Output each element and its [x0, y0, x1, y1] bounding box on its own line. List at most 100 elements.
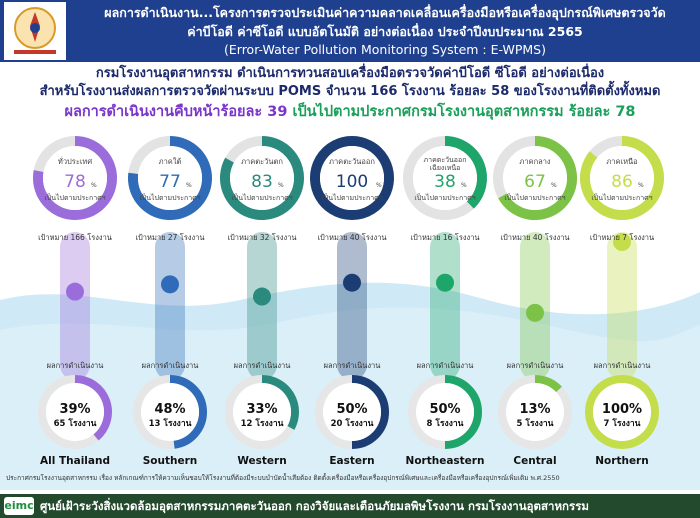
- intro-line-2: สำหรับโรงงานส่งผลการตรวจวัดผ่านระบบ POMS…: [39, 84, 661, 99]
- target-label: เป้าหมาย 40 โรงงาน: [500, 233, 569, 242]
- eimc-logo: eimc: [4, 497, 34, 515]
- region-top-label: เฉียงเหนือ: [430, 164, 461, 172]
- region-top-label: ภาคเหนือ: [606, 157, 637, 166]
- progress-value: 13%: [519, 402, 550, 417]
- progress-arc: [169, 375, 207, 449]
- progress-center: [46, 383, 104, 441]
- factories-count: 65 โรงงาน: [54, 418, 97, 429]
- progress-value: 50%: [429, 402, 460, 417]
- result-label: ผลการดำเนินงาน: [234, 361, 291, 370]
- pillar-dot: [526, 303, 544, 322]
- target-label: เป้าหมาย 27 โรงงาน: [135, 233, 204, 242]
- compliance-label: เป็นไปตามประกาศฯ: [591, 193, 652, 202]
- region-top-label: ภาคตะวันออก: [424, 156, 467, 164]
- progress-arc: [261, 375, 299, 430]
- factories-count: 13 โรงงาน: [149, 418, 192, 429]
- progress-value: 100%: [602, 402, 642, 417]
- gauge-arc: [220, 136, 304, 220]
- pillar: [155, 232, 185, 380]
- gauge-center: [413, 146, 477, 210]
- region-top-label: ทั่วประเทศ: [58, 156, 92, 166]
- result-label: ผลการดำเนินงาน: [142, 361, 199, 370]
- region-name: Southern: [143, 455, 198, 467]
- pillar: [337, 232, 367, 380]
- result-label: ผลการดำเนินงาน: [417, 361, 474, 370]
- gauge-arc: [128, 136, 212, 220]
- region-name: Western: [237, 455, 286, 467]
- progress-center: [593, 383, 651, 441]
- header-line-3: (Error-Water Pollution Monitoring System…: [224, 42, 546, 57]
- region-top-label: ภาคตะวันตก: [241, 157, 283, 166]
- footnote: ประกาศกรมโรงงานอุตสาหกรรม เรื่อง หลักเกณ…: [6, 474, 560, 482]
- department-logo: [4, 2, 66, 60]
- gauge-arc: [498, 136, 577, 220]
- header-banner: ผลการดำเนินงาน...โครงการตรวจประเมินค่าคว…: [0, 0, 700, 62]
- percent-sign: %: [461, 182, 467, 189]
- gauge-center: [138, 146, 202, 210]
- region-top-label: ภาคใต้: [159, 157, 182, 166]
- gauge-arc: [580, 136, 664, 220]
- compliance-label: เป็นไปตามประกาศฯ: [414, 193, 475, 202]
- pillar-dot: [343, 273, 361, 292]
- region-name: Eastern: [329, 455, 374, 467]
- progress-center: [416, 383, 474, 441]
- intro-line-3: ผลการดำเนินงานคืบหน้าร้อยละ 39 เป็นไปตาม…: [0, 101, 700, 123]
- target-label: เป้าหมาย 166 โรงงาน: [38, 233, 112, 242]
- compliance-value: 83: [251, 172, 273, 192]
- pillar: [607, 232, 637, 380]
- progress-arc: [444, 375, 482, 449]
- region-name: Northeastern: [406, 455, 485, 467]
- progress-arc: [534, 375, 562, 393]
- gauge-arc: [310, 136, 394, 220]
- footer-text: ศูนย์เฝ้าระวังสิ่งแวดล้อมอุตสาหกรรมภาคตะ…: [40, 499, 589, 513]
- progress-value: 50%: [336, 402, 367, 417]
- percent-sign: %: [91, 182, 97, 189]
- result-label: ผลการดำเนินงาน: [594, 361, 651, 370]
- compliance-value: 100: [336, 172, 368, 192]
- factories-count: 8 โรงงาน: [427, 418, 464, 429]
- progress-arc: [585, 375, 659, 449]
- percent-sign: %: [638, 182, 644, 189]
- compliance-label: เป็นไปตามประกาศฯ: [231, 193, 292, 202]
- pillar-dot: [613, 233, 631, 251]
- progress-center: [506, 383, 564, 441]
- percent-sign: %: [278, 182, 284, 189]
- percent-sign: %: [186, 182, 192, 189]
- result-label: ผลการดำเนินงาน: [507, 361, 564, 370]
- progress-value: 39%: [59, 402, 90, 417]
- pillar-dot: [253, 287, 271, 306]
- intro-line-1: กรมโรงงานอุตสาหกรรม ดำเนินการทวนสอบเครื่…: [95, 66, 605, 81]
- percent-sign: %: [551, 182, 557, 189]
- region-name: All Thailand: [40, 455, 110, 467]
- compliance-value: 77: [159, 172, 181, 192]
- progress-value: 33%: [246, 402, 277, 417]
- compliance-value: 86: [611, 172, 633, 192]
- pillar-dot: [436, 273, 454, 292]
- gauge-center: [503, 146, 567, 210]
- region-name: Central: [513, 455, 556, 467]
- progress-arc: [74, 375, 112, 441]
- pillar: [430, 232, 460, 380]
- region-name: Northern: [595, 455, 648, 467]
- factories-count: 7 โรงงาน: [604, 418, 641, 429]
- pillar: [60, 232, 90, 380]
- progress-arc: [351, 375, 389, 449]
- pillar-dot: [161, 275, 179, 294]
- compliance-label: เป็นไปตามประกาศฯ: [44, 193, 105, 202]
- gauge-arc: [444, 136, 487, 209]
- footer-bar: eimc ศูนย์เฝ้าระวังสิ่งแวดล้อมอุตสาหกรรม…: [0, 494, 700, 518]
- factories-count: 20 โรงงาน: [331, 418, 374, 429]
- compliance-label: เป็นไปตามประกาศฯ: [321, 193, 382, 202]
- gauge-center: [43, 146, 107, 210]
- intro-block: กรมโรงงานอุตสาหกรรม ดำเนินการทวนสอบเครื่…: [0, 65, 700, 123]
- pillar: [247, 232, 277, 380]
- gauge-center: [320, 146, 384, 210]
- result-label: ผลการดำเนินงาน: [47, 361, 104, 370]
- percent-sign: %: [376, 182, 382, 189]
- result-label: ผลการดำเนินงาน: [324, 361, 381, 370]
- target-label: เป้าหมาย 32 โรงงาน: [227, 233, 296, 242]
- pillar-dot: [66, 282, 84, 301]
- progress-center: [233, 383, 291, 441]
- region-top-label: ภาคกลาง: [519, 157, 551, 166]
